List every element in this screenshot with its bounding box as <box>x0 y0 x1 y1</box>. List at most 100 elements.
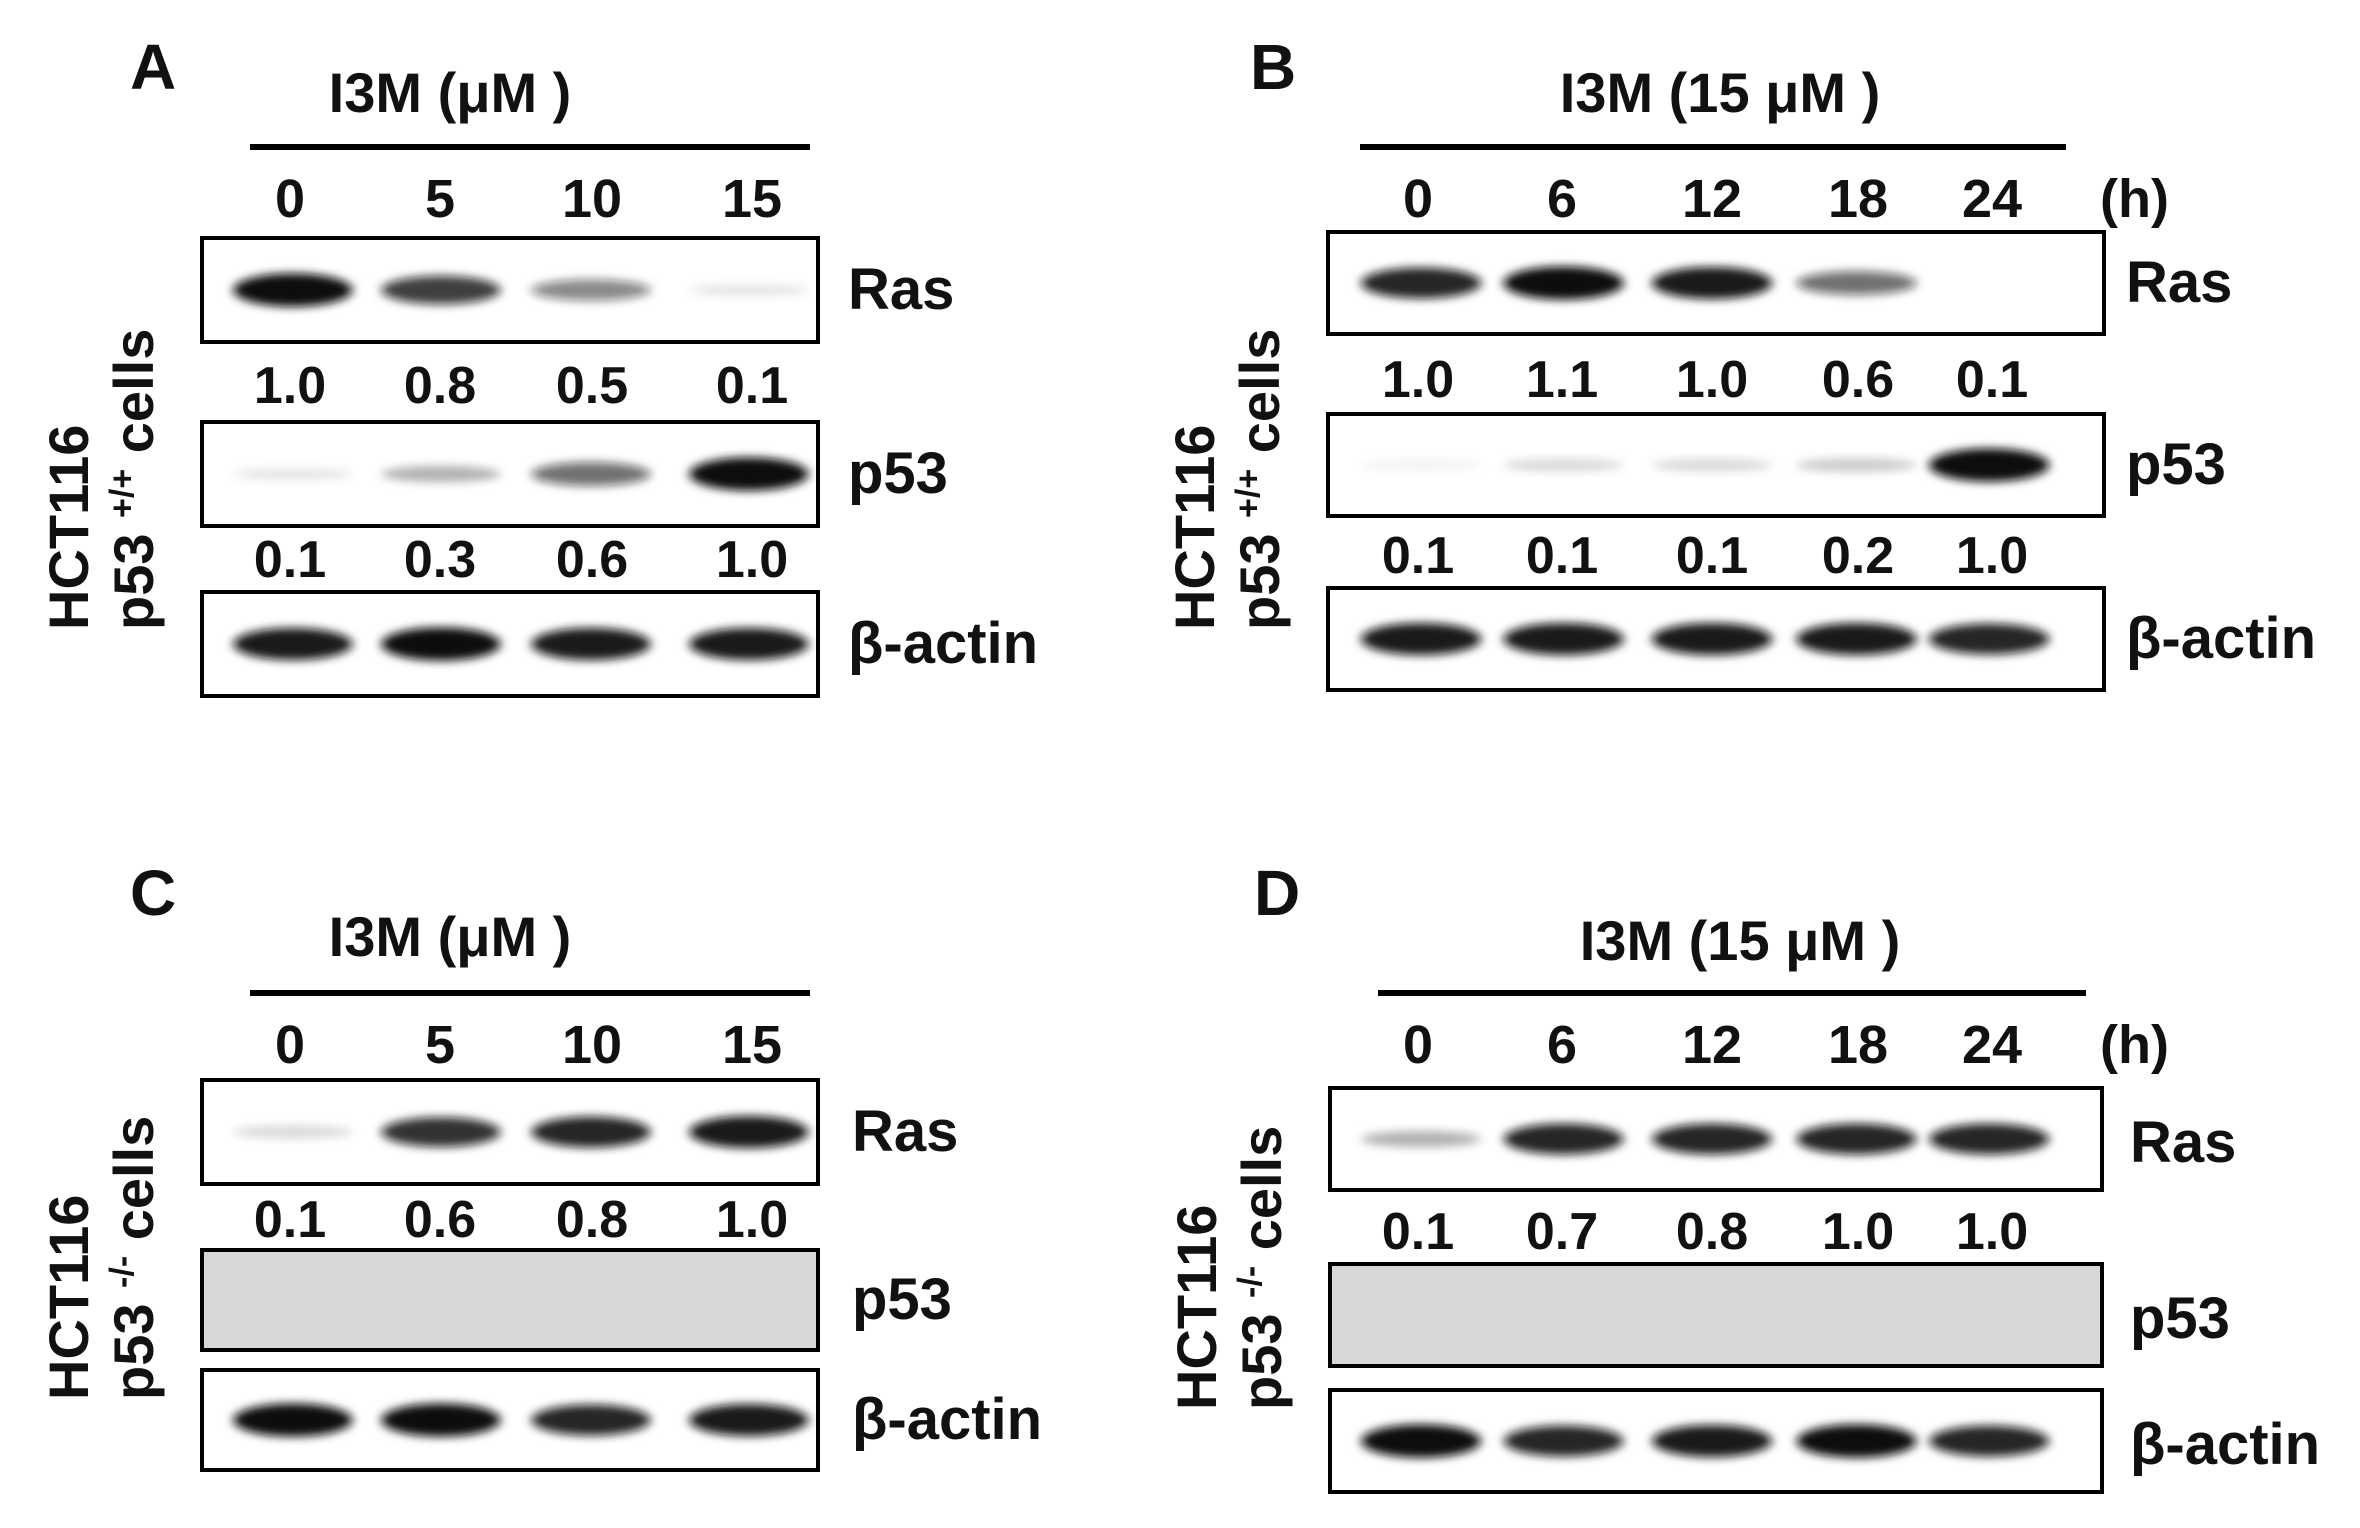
lane-label: 10 <box>561 169 623 229</box>
genotype-cells: cells <box>102 328 165 469</box>
band <box>1929 1425 2050 1457</box>
protein-label: β-actin <box>848 611 1039 676</box>
quantification-value: 1.0 <box>715 1191 789 1249</box>
blot-p53 <box>200 420 820 528</box>
blot-image <box>204 1082 816 1182</box>
quantification-value: 0.1 <box>1381 1203 1455 1261</box>
band <box>531 279 651 301</box>
quantification-value: 0.3 <box>403 531 477 589</box>
lane-label: 18 <box>1827 169 1889 229</box>
protein-label: β-actin <box>2130 1412 2321 1477</box>
lane-label: 18 <box>1827 1015 1889 1075</box>
blot-image <box>204 1252 816 1348</box>
blot-image <box>204 594 816 694</box>
blot-actin <box>200 590 820 698</box>
band <box>381 465 501 483</box>
band <box>1503 622 1624 656</box>
panel-letter: D <box>1254 857 1301 929</box>
quantification-value: 1.0 <box>1955 527 2029 585</box>
band <box>1360 267 1482 299</box>
blot-image <box>1330 416 2102 514</box>
blot-background <box>204 1252 816 1348</box>
band <box>233 468 353 480</box>
protein-label: p53 <box>2130 1286 2230 1351</box>
lane-label: 6 <box>1546 169 1578 229</box>
blot-image <box>1332 1090 2100 1188</box>
cell-line-label: HCT116 p53 -/- cells <box>1164 1126 1294 1410</box>
genotype-gene: p53 <box>102 517 165 631</box>
band <box>1652 1123 1772 1155</box>
protein-label: p53 <box>2126 432 2226 497</box>
band <box>689 1115 809 1149</box>
genotype-cells: cells <box>1228 328 1291 469</box>
band <box>1928 623 2050 655</box>
quantification-value: 0.8 <box>403 357 477 415</box>
quantification-value: 0.1 <box>253 1191 327 1249</box>
band <box>1796 1424 1917 1458</box>
lane-label: 12 <box>1681 1015 1743 1075</box>
protein-label: p53 <box>852 1267 952 1332</box>
protein-label: p53 <box>848 441 948 506</box>
blot-image <box>1330 234 2102 332</box>
treatment-label: I3M (15 μM ) <box>1579 909 1901 972</box>
band <box>233 627 353 661</box>
blot-image <box>204 240 816 340</box>
cell-line-name: HCT116 <box>37 1194 100 1400</box>
quantification-value: 1.0 <box>1381 351 1455 409</box>
quantification-value: 1.0 <box>253 357 327 415</box>
quantification-value: 0.1 <box>1525 527 1599 585</box>
blot-actin <box>1328 1388 2104 1494</box>
quantification-value: 0.1 <box>1955 351 2029 409</box>
treatment-bracket-line <box>250 990 810 996</box>
protein-label: β-actin <box>852 1387 1043 1452</box>
blot-image <box>1332 1392 2100 1490</box>
quantification-value: 0.6 <box>403 1191 477 1249</box>
band <box>689 284 809 296</box>
band <box>1652 1424 1772 1458</box>
band <box>1796 457 1917 473</box>
time-unit-label: (h) <box>2100 1015 2169 1075</box>
band <box>689 457 809 491</box>
treatment-bracket-line <box>1360 144 2066 150</box>
quantification-value: 0.1 <box>1381 527 1455 585</box>
band <box>1361 1130 1481 1148</box>
quantification-value: 0.5 <box>555 357 629 415</box>
protein-label: β-actin <box>2126 606 2317 671</box>
quantification-value: 0.6 <box>555 531 629 589</box>
quantification-value: 1.0 <box>1675 351 1749 409</box>
band <box>531 1116 651 1148</box>
protein-label: Ras <box>2130 1110 2237 1175</box>
band <box>1503 266 1624 300</box>
band <box>1928 448 2050 482</box>
band <box>1796 622 1917 656</box>
quantification-value: 0.1 <box>253 531 327 589</box>
blot-image <box>1330 590 2102 688</box>
band <box>1503 1425 1624 1457</box>
band <box>1651 458 1773 472</box>
band <box>381 275 501 305</box>
genotype-label: p53 -/- cells <box>1229 1126 1294 1410</box>
band <box>1929 1310 2049 1319</box>
blot-ras <box>200 236 820 344</box>
quantification-value: 1.0 <box>715 531 789 589</box>
genotype-superscript: -/- <box>1231 1265 1270 1298</box>
quantification-value: 0.8 <box>1675 1203 1749 1261</box>
band <box>1360 622 1482 656</box>
band <box>233 1295 352 1304</box>
blot-image <box>204 1372 816 1468</box>
genotype-label: p53 +/+ cells <box>101 329 166 630</box>
quantification-value: 0.2 <box>1821 527 1895 585</box>
quantification-value: 1.1 <box>1525 351 1599 409</box>
quantification-value: 0.7 <box>1525 1203 1599 1261</box>
blot-ras <box>1328 1086 2104 1192</box>
genotype-gene: p53 <box>102 1287 165 1401</box>
band <box>381 627 501 661</box>
blot-actin <box>1326 586 2106 692</box>
band <box>1361 1424 1481 1458</box>
treatment-label: I3M (μM ) <box>328 905 572 968</box>
lane-label: 24 <box>1961 1015 2023 1075</box>
blot-p53 <box>1326 412 2106 518</box>
lane-label: 5 <box>424 1015 456 1075</box>
band <box>1652 1310 1772 1319</box>
band <box>531 1404 651 1436</box>
